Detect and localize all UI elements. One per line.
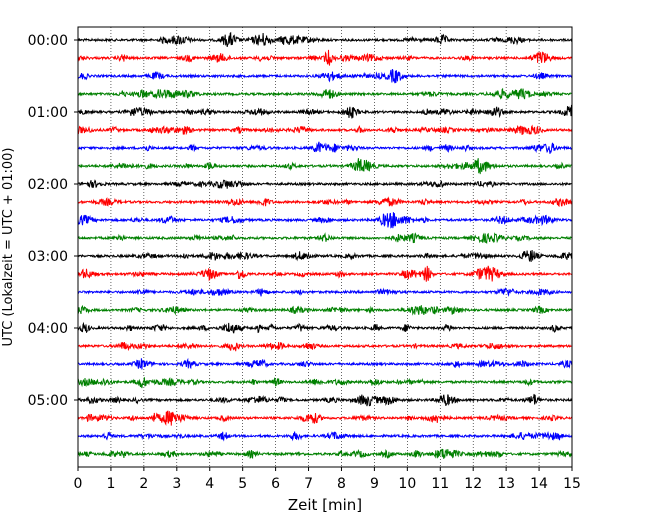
seismic-trace	[77, 321, 573, 334]
seismic-trace	[77, 158, 573, 175]
x-tick-label: 4	[205, 476, 214, 492]
x-tick-label: 10	[398, 476, 416, 492]
seismic-trace	[77, 377, 573, 389]
y-axis-label: UTC (Lokalzeit = UTC + 01:00)	[1, 148, 16, 347]
x-tick-label: 3	[172, 476, 181, 492]
seismic-trace	[77, 357, 573, 370]
x-tick-label: 7	[304, 476, 313, 492]
x-tick-label: 2	[139, 476, 148, 492]
seismic-trace	[77, 448, 573, 460]
y-tick-label: 00:00	[28, 33, 68, 49]
trace-group	[77, 31, 573, 460]
seismic-trace	[77, 232, 573, 245]
y-tick-label: 02:00	[28, 177, 68, 193]
seismic-trace	[77, 104, 573, 119]
seismic-trace	[77, 31, 573, 48]
x-tick-label: 15	[563, 476, 581, 492]
seismic-trace	[77, 124, 573, 136]
plot-frame	[77, 26, 573, 468]
seismic-trace	[77, 265, 573, 282]
seismic-trace	[77, 410, 573, 426]
x-axis: 0 1 2 3 4 5 6 7 8 9 10 11 12 13 14 15	[74, 467, 581, 492]
x-tick-label: 8	[337, 476, 346, 492]
x-axis-label: Zeit [min]	[288, 496, 362, 514]
seismic-trace	[77, 393, 573, 407]
x-tick-label: 9	[370, 476, 379, 492]
x-tick-label: 0	[74, 476, 83, 492]
seismic-trace	[77, 341, 573, 352]
x-tick-label: 14	[530, 476, 548, 492]
x-tick-label: 13	[497, 476, 515, 492]
vertical-grid	[110, 27, 540, 467]
y-tick-label: 01:00	[28, 105, 68, 121]
y-axis: 00:00 01:00 02:00 03:00 04:00 05:00	[28, 33, 78, 409]
seismic-trace	[77, 304, 573, 316]
seismic-trace	[77, 179, 573, 189]
seismic-trace	[77, 212, 573, 229]
seismic-trace	[77, 68, 573, 84]
seismic-trace	[77, 49, 573, 66]
x-tick-label: 5	[238, 476, 247, 492]
seismic-trace	[77, 196, 573, 208]
y-tick-label: 03:00	[28, 249, 68, 265]
seismic-trace	[77, 287, 573, 297]
seismic-trace	[77, 430, 573, 442]
x-tick-label: 12	[464, 476, 482, 492]
x-tick-label: 11	[431, 476, 449, 492]
y-tick-label: 05:00	[28, 393, 68, 409]
seismic-trace	[77, 87, 573, 100]
x-tick-label: 1	[106, 476, 115, 492]
seismic-trace	[77, 250, 573, 262]
y-tick-label: 04:00	[28, 321, 68, 337]
seismic-trace	[77, 141, 573, 154]
x-tick-label: 6	[271, 476, 280, 492]
